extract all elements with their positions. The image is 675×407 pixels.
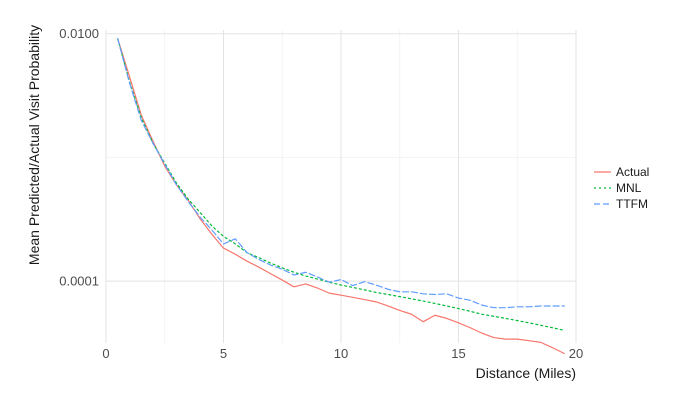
legend-label-actual: Actual [616, 165, 649, 179]
x-axis-title: Distance (Miles) [476, 365, 576, 381]
y-tick-label: 0.0001 [59, 274, 99, 289]
x-tick-label: 10 [334, 346, 348, 361]
legend: Actual MNL TTFM [594, 165, 649, 211]
x-tick-label: 5 [220, 346, 227, 361]
y-axis-ticks: 0.0001 0.0100 [59, 26, 99, 288]
x-tick-label: 15 [451, 346, 465, 361]
y-axis-title: Mean Predicted/Actual Visit Probability [26, 25, 42, 265]
legend-label-mnl: MNL [616, 181, 642, 195]
x-tick-label: 0 [102, 346, 109, 361]
grid-major [105, 30, 577, 343]
legend-label-ttfm: TTFM [616, 197, 648, 211]
x-tick-label: 20 [569, 346, 583, 361]
series-lines [117, 38, 565, 355]
x-axis-ticks: 0 5 10 15 20 [102, 346, 583, 361]
series-line-ttfm [117, 38, 565, 309]
y-tick-label: 0.0100 [59, 26, 99, 41]
series-line-mnl [117, 38, 565, 331]
